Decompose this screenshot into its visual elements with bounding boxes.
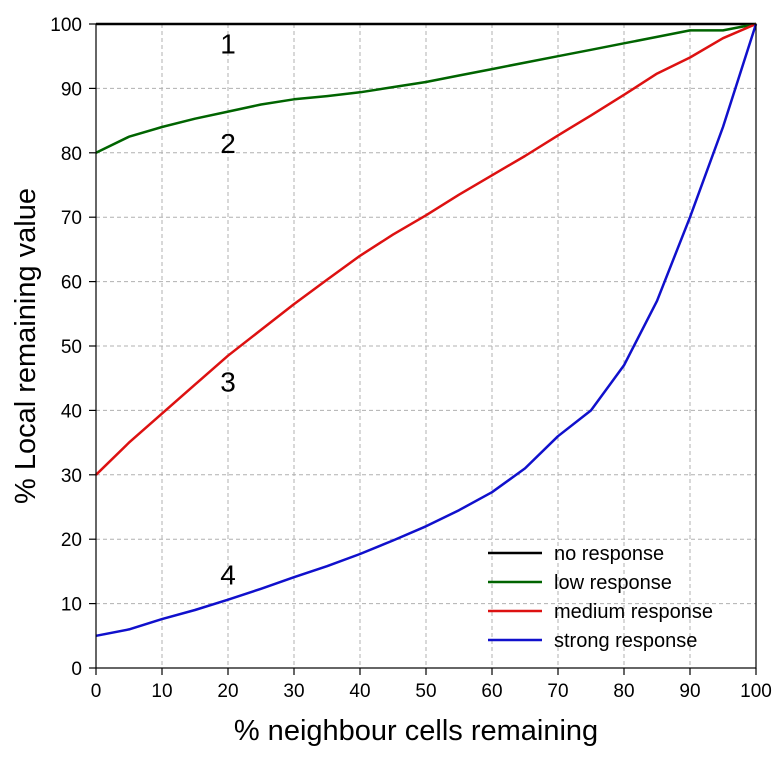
x-tick-label: 60 (481, 681, 502, 702)
series-line-medium-response (95, 22, 757, 476)
y-tick-label: 90 (61, 79, 82, 100)
x-tick-label: 100 (740, 681, 772, 702)
y-tick-label: 30 (61, 466, 82, 487)
y-tick-label: 80 (61, 144, 82, 165)
y-tick-label: 0 (71, 659, 82, 680)
x-tick-label: 20 (217, 681, 238, 702)
curve-label-1: 1 (220, 28, 236, 59)
legend: no response low response medium response st… (488, 543, 713, 652)
series-line-low-response (95, 22, 757, 154)
curve-label-2: 2 (220, 128, 236, 159)
y-axis-title: % Local remaining value (10, 188, 42, 504)
y-tick-label: 40 (61, 401, 82, 422)
legend-label-medium-response: medium response (554, 601, 713, 623)
curve-label-4: 4 (220, 560, 236, 591)
y-tick-label: 100 (50, 15, 82, 36)
series-line-strong-response (95, 23, 758, 638)
x-tick-label: 40 (349, 681, 370, 702)
curve-labels: 1 2 3 4 (220, 28, 236, 590)
x-tick-label: 70 (547, 681, 568, 702)
x-tick-label: 90 (679, 681, 700, 702)
x-tick-label: 0 (91, 681, 102, 702)
y-tick-label: 60 (61, 273, 82, 294)
axis-ticks: 0 10 20 30 40 50 60 70 80 90 100 0 10 20 30 40 50 60 70 80 9… (50, 15, 772, 702)
legend-label-low-response: low response (554, 572, 672, 594)
x-axis-title: % neighbour cells remaining (234, 715, 598, 747)
legend-label-no-response: no response (554, 543, 664, 565)
x-tick-label: 10 (151, 681, 172, 702)
y-tick-label: 10 (61, 595, 82, 616)
y-tick-label: 70 (61, 208, 82, 229)
x-tick-label: 30 (283, 681, 304, 702)
legend-label-strong-response: strong response (554, 630, 697, 652)
x-tick-label: 80 (613, 681, 634, 702)
grid (96, 24, 756, 668)
x-tick-label: 50 (415, 681, 436, 702)
y-tick-label: 20 (61, 530, 82, 551)
y-tick-label: 50 (61, 337, 82, 358)
curve-label-3: 3 (220, 366, 236, 397)
